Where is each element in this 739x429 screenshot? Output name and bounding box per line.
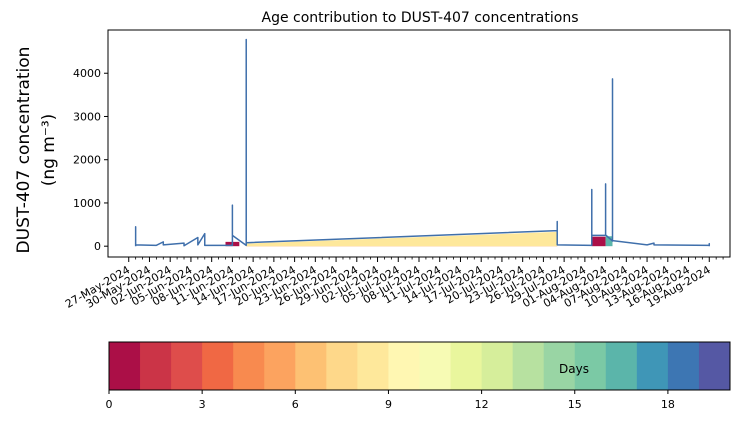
x-axis-ticks: 27-May-202430-May-202402-Jun-202405-Jun-… bbox=[63, 257, 724, 311]
colorbar-tick-label: 18 bbox=[661, 398, 675, 411]
colorbar-tick-label: 6 bbox=[292, 398, 299, 411]
colorbar-segment bbox=[171, 342, 203, 390]
colorbar-label: Days bbox=[559, 362, 589, 376]
y-tick-label: 2000 bbox=[73, 154, 101, 167]
y-tick-label: 3000 bbox=[73, 110, 101, 123]
y-axis-label: DUST-407 concentration (ng m⁻³) bbox=[14, 47, 59, 254]
plot-frame bbox=[107, 29, 731, 258]
y-axis-ticks: 0 1000 2000 3000 4000 bbox=[73, 67, 108, 253]
colorbar-segment bbox=[667, 342, 700, 390]
y-tick-label: 1000 bbox=[73, 197, 101, 210]
age-band-area-3 bbox=[591, 236, 606, 247]
colorbar-segment bbox=[357, 342, 389, 390]
y-axis-label-line1: DUST-407 concentration bbox=[14, 47, 34, 254]
colorbar-tick-label: 3 bbox=[199, 398, 206, 411]
total-series bbox=[134, 38, 711, 247]
y-tick-label: 4000 bbox=[73, 67, 101, 80]
colorbar-segment bbox=[264, 342, 296, 390]
colorbar-segment bbox=[419, 342, 452, 390]
colorbar-segment bbox=[295, 342, 327, 390]
total-concentration-line bbox=[134, 38, 711, 247]
colorbar-tick-label: 0 bbox=[106, 398, 113, 411]
colorbar-frame bbox=[108, 341, 731, 391]
colorbar-tick-label: 9 bbox=[385, 398, 392, 411]
colorbar-segment bbox=[202, 342, 234, 390]
age-band-areas bbox=[225, 231, 613, 247]
colorbar-segment bbox=[574, 342, 607, 390]
colorbar-segment bbox=[109, 342, 141, 390]
chart-title: Age contribution to DUST-407 concentrati… bbox=[262, 10, 579, 26]
colorbar-segment bbox=[605, 342, 638, 390]
colorbar-tick-label: 15 bbox=[568, 398, 582, 411]
colorbar-segment bbox=[450, 342, 483, 390]
colorbar-segment bbox=[388, 342, 420, 390]
y-axis-label-line2: (ng m⁻³) bbox=[39, 114, 59, 187]
colorbar-segment bbox=[636, 342, 669, 390]
colorbar-tick-label: 12 bbox=[475, 398, 489, 411]
colorbar-segment bbox=[481, 342, 514, 390]
colorbar: 0 3 6 9 12 15 18 bbox=[106, 341, 731, 411]
colorbar-segment bbox=[326, 342, 358, 390]
colorbar-segment bbox=[140, 342, 172, 390]
y-tick-label: 0 bbox=[94, 240, 101, 253]
colorbar-segment bbox=[543, 342, 576, 390]
colorbar-segment bbox=[233, 342, 265, 390]
colorbar-segment bbox=[698, 342, 731, 390]
age-band-area-1 bbox=[246, 231, 558, 247]
colorbar-segment bbox=[512, 342, 545, 390]
